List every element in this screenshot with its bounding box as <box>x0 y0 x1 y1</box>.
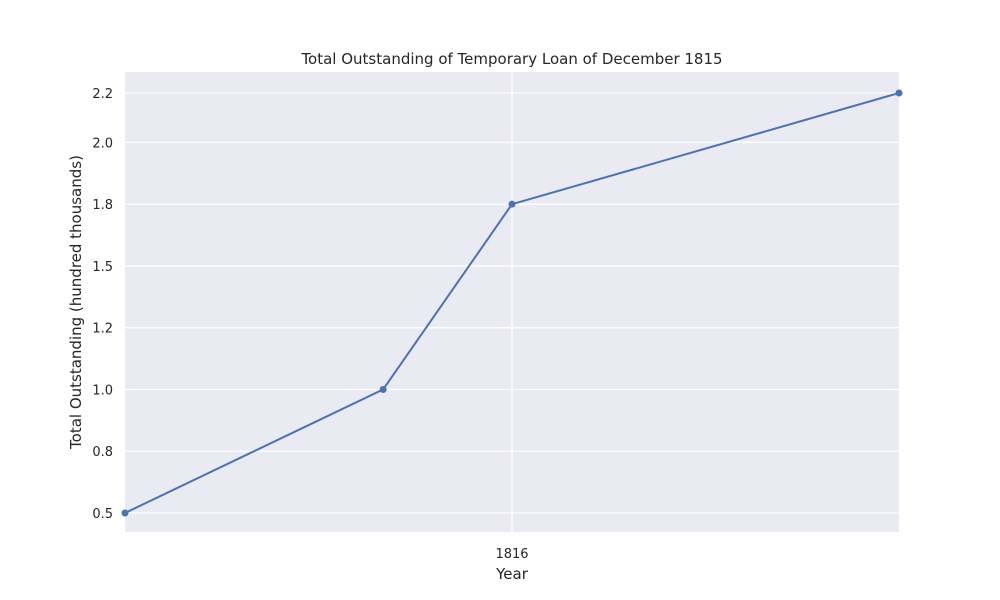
y-tick-label: 2.2 <box>92 87 113 102</box>
data-point <box>121 509 129 517</box>
y-axis-ticks: 0.5 0.8 1.0 1.2 1.5 1.8 2.0 2.2 <box>92 87 113 522</box>
y-tick-label: 2.0 <box>92 136 113 151</box>
series-line <box>124 92 900 514</box>
y-tick-label: 1.2 <box>92 322 113 337</box>
y-tick-label: 1.5 <box>92 260 113 275</box>
x-axis-label: Year <box>495 565 529 583</box>
series <box>121 89 903 517</box>
data-point <box>379 385 387 393</box>
chart-title: Total Outstanding of Temporary Loan of D… <box>300 50 722 68</box>
y-tick-label: 0.8 <box>92 445 113 460</box>
y-axis-label: Total Outstanding (hundred thousands) <box>67 155 85 450</box>
y-tick-label: 0.5 <box>92 507 113 522</box>
data-point <box>895 89 903 97</box>
x-tick-label: 1816 <box>495 547 528 562</box>
y-tick-label: 1.0 <box>92 383 113 398</box>
x-axis-ticks: 1816 <box>495 547 528 562</box>
data-point <box>508 200 516 208</box>
y-tick-label: 1.8 <box>92 198 113 213</box>
